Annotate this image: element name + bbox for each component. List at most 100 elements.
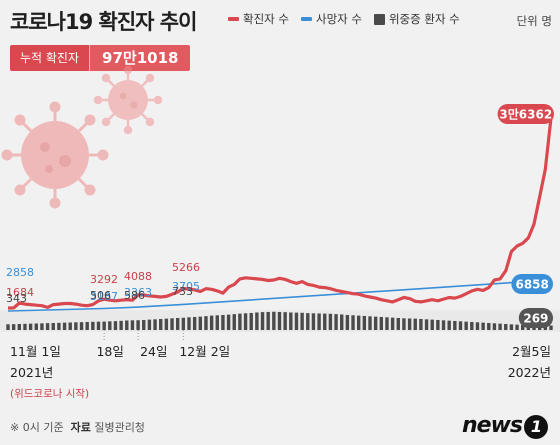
severe-bar [549, 325, 553, 330]
severe-value-label: 586 [124, 289, 145, 302]
severe-bar [175, 317, 180, 330]
virus-illustration-large [1, 101, 109, 209]
severe-bar [498, 323, 502, 330]
x-tick-year: 2021년 [10, 365, 53, 380]
legend-confirmed: 확진자 수 [228, 11, 289, 27]
severe-bar [153, 319, 157, 330]
severe-bar [294, 312, 299, 330]
severe-bar [232, 314, 236, 330]
severe-bar [430, 319, 434, 330]
severe-bar [255, 312, 259, 330]
severe-bar [108, 321, 112, 330]
severe-bar [272, 311, 276, 330]
severe-bar [475, 322, 480, 330]
severe-bar [57, 322, 61, 330]
severe-bar [243, 313, 248, 330]
source-label: 자료 [70, 421, 91, 434]
severe-bar [521, 324, 525, 330]
severe-bar [487, 322, 491, 330]
severe-bar [543, 325, 548, 330]
severe-bar [79, 322, 84, 330]
severe-bar [181, 317, 186, 330]
severe-value-label: 343 [6, 292, 27, 305]
severe-bar [407, 318, 412, 330]
severe-bar [170, 318, 174, 330]
source-name: 질병관리청 [94, 421, 145, 434]
severe-bar [396, 317, 400, 330]
deaths-value-label: 3363 [124, 286, 152, 299]
severe-bar [402, 318, 406, 330]
severe-bar [68, 322, 72, 330]
severe-bar [441, 320, 446, 330]
severe-bar [238, 313, 242, 330]
logo-text: news [461, 413, 523, 438]
severe-bar [306, 313, 310, 330]
severe-bar [40, 323, 44, 330]
severe-bar [504, 323, 508, 330]
severe-bar [209, 315, 214, 330]
severe-bar [85, 321, 89, 330]
severe-bar [45, 323, 50, 330]
deaths-line [7, 279, 552, 312]
severe-bar [323, 313, 327, 330]
severe-bar [481, 322, 485, 330]
severe-bar [328, 313, 333, 330]
severe-bar [266, 311, 270, 330]
severe-bar [300, 312, 304, 330]
confirmed-value-label: 1684 [6, 286, 34, 299]
severe-bar [413, 318, 417, 330]
severe-bar [289, 312, 293, 330]
severe-bar [6, 324, 10, 330]
severe-bar [464, 321, 468, 330]
severe-bar [96, 321, 101, 330]
legend-deaths: 사망자 수 [300, 11, 362, 27]
severe-bar [102, 321, 106, 330]
x-tick-label: 18일 [96, 344, 123, 359]
severe-bar [130, 320, 135, 330]
confirmed-end-label-pill [497, 104, 554, 124]
severe-bar [113, 321, 118, 330]
legend-label-deaths: 사망자 수 [315, 12, 362, 26]
legend-swatch-deaths [300, 17, 312, 21]
legend: 확진자 수 사망자 수 위중증 환자 수 [228, 11, 460, 27]
deaths-end-label: 6858 [515, 278, 548, 292]
severe-bar [159, 318, 163, 330]
severe-bar [34, 323, 38, 330]
confirmed-end-label: 3만6362 [499, 107, 552, 122]
severe-bar [147, 319, 152, 330]
severe-bar [317, 313, 321, 330]
x-tick-label: 11월 1일 [10, 344, 61, 359]
severe-bar [221, 314, 225, 330]
severe-bar [11, 324, 16, 330]
legend-label-confirmed: 확진자 수 [243, 12, 289, 26]
severe-bar [277, 311, 282, 330]
severe-value-label: 506 [90, 289, 111, 302]
severe-bar [226, 314, 231, 330]
severe-bar [125, 320, 129, 330]
legend-label-severe: 위중증 환자 수 [388, 12, 460, 26]
x-tick-note: (위드코로나 시작) [10, 387, 89, 400]
cumulative-badge: 누적 확진자 97만1018 [10, 45, 191, 71]
severe-value-label: 733 [172, 285, 193, 298]
confirmed-line [7, 117, 553, 310]
severe-bar [436, 319, 440, 330]
confirmed-value-label: 4088 [124, 270, 152, 283]
severe-bar [419, 318, 423, 330]
severe-bar [142, 319, 146, 330]
x-tick-year: 2022년 [508, 365, 551, 380]
severe-bar [458, 321, 463, 330]
severe-bar [385, 317, 389, 330]
severe-bar [91, 321, 95, 330]
severe-bar [215, 315, 219, 330]
severe-end-label: 269 [523, 312, 548, 326]
legend-swatch-severe [373, 13, 385, 25]
time-note: ※ 0시 기준 [10, 421, 64, 434]
severe-bar [345, 314, 350, 330]
virus-illustration-small [93, 65, 163, 135]
severe-bar [204, 316, 208, 330]
severe-bar [509, 324, 514, 330]
x-tick-label: 12월 2일 [179, 344, 230, 359]
severe-bar [515, 324, 519, 330]
severe-bar [447, 320, 451, 330]
